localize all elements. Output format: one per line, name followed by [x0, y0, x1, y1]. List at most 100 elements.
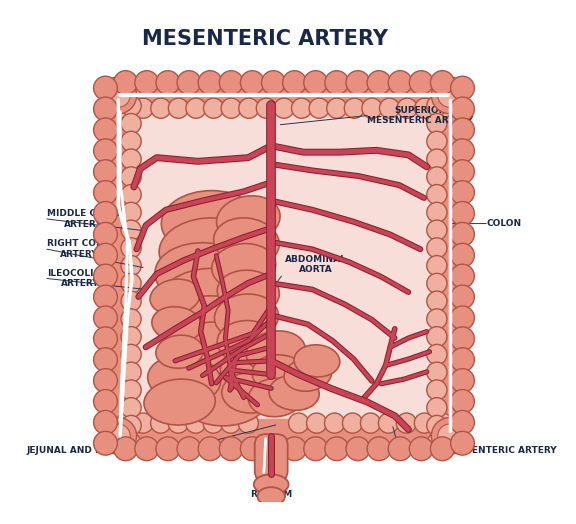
Circle shape [397, 98, 417, 118]
Circle shape [450, 389, 475, 413]
Circle shape [151, 98, 171, 118]
Circle shape [93, 160, 118, 183]
Ellipse shape [147, 355, 221, 403]
Circle shape [388, 71, 412, 94]
Text: ILEOCOLICAL
ARTERY: ILEOCOLICAL ARTERY [47, 269, 113, 288]
Ellipse shape [222, 373, 278, 413]
Circle shape [344, 98, 365, 118]
Circle shape [438, 83, 461, 107]
Circle shape [121, 167, 141, 187]
Circle shape [240, 437, 264, 461]
Circle shape [100, 418, 137, 454]
Circle shape [430, 437, 454, 461]
Circle shape [450, 97, 475, 121]
Circle shape [150, 413, 170, 433]
Circle shape [388, 437, 412, 461]
Circle shape [221, 413, 241, 433]
Circle shape [346, 71, 370, 94]
Circle shape [432, 98, 452, 118]
Ellipse shape [159, 218, 255, 280]
Circle shape [203, 413, 223, 433]
Circle shape [133, 413, 153, 433]
Circle shape [93, 348, 118, 372]
Text: MIDDLE COLIC
ARTERY: MIDDLE COLIC ARTERY [47, 209, 119, 228]
Circle shape [262, 71, 285, 94]
Circle shape [450, 243, 475, 267]
Circle shape [135, 437, 158, 461]
Circle shape [427, 202, 447, 223]
Circle shape [121, 220, 141, 240]
Circle shape [93, 285, 118, 309]
Circle shape [156, 437, 180, 461]
Circle shape [113, 437, 138, 461]
Circle shape [427, 167, 447, 187]
FancyBboxPatch shape [127, 105, 441, 427]
Circle shape [427, 274, 447, 293]
Circle shape [325, 71, 348, 94]
Circle shape [93, 202, 118, 225]
Ellipse shape [165, 322, 262, 381]
Circle shape [427, 238, 447, 258]
Circle shape [414, 413, 434, 433]
Circle shape [427, 220, 447, 240]
Circle shape [450, 181, 475, 204]
Circle shape [378, 413, 399, 433]
Circle shape [121, 416, 141, 435]
Circle shape [274, 98, 294, 118]
Circle shape [306, 413, 327, 433]
Circle shape [113, 71, 138, 94]
Circle shape [289, 413, 309, 433]
Circle shape [410, 71, 433, 94]
Circle shape [186, 98, 206, 118]
Circle shape [291, 98, 312, 118]
Circle shape [450, 431, 475, 455]
Circle shape [431, 418, 468, 454]
Circle shape [177, 437, 201, 461]
Circle shape [427, 433, 447, 453]
Circle shape [450, 222, 475, 246]
Text: SUPERIOR
MESENTERIC ARTERY: SUPERIOR MESENTERIC ARTERY [367, 106, 473, 125]
Circle shape [121, 326, 141, 347]
Circle shape [121, 344, 141, 365]
Circle shape [427, 326, 447, 347]
Circle shape [450, 369, 475, 392]
Ellipse shape [246, 331, 305, 373]
Circle shape [427, 362, 447, 383]
Circle shape [427, 380, 447, 400]
Circle shape [93, 97, 118, 121]
Ellipse shape [248, 378, 303, 417]
Circle shape [427, 114, 447, 134]
Circle shape [240, 71, 264, 94]
Circle shape [450, 139, 475, 162]
Circle shape [177, 71, 201, 94]
Ellipse shape [217, 321, 279, 365]
Circle shape [427, 149, 447, 169]
FancyBboxPatch shape [255, 434, 287, 482]
Circle shape [380, 98, 400, 118]
Circle shape [431, 77, 468, 114]
Circle shape [367, 437, 391, 461]
Ellipse shape [173, 348, 265, 405]
Circle shape [121, 78, 141, 98]
Circle shape [219, 437, 243, 461]
Circle shape [133, 98, 153, 118]
Ellipse shape [212, 244, 276, 290]
Circle shape [121, 149, 141, 169]
Circle shape [309, 98, 329, 118]
Circle shape [256, 98, 276, 118]
Circle shape [93, 181, 118, 204]
Circle shape [450, 160, 475, 183]
Circle shape [304, 437, 328, 461]
Ellipse shape [252, 355, 309, 395]
Circle shape [343, 413, 362, 433]
Circle shape [198, 437, 222, 461]
Circle shape [121, 398, 141, 418]
Circle shape [304, 71, 328, 94]
Circle shape [93, 369, 118, 392]
Circle shape [116, 413, 136, 433]
Circle shape [198, 71, 222, 94]
Circle shape [432, 413, 452, 433]
Circle shape [121, 184, 141, 205]
Circle shape [450, 264, 475, 288]
Ellipse shape [217, 270, 279, 314]
